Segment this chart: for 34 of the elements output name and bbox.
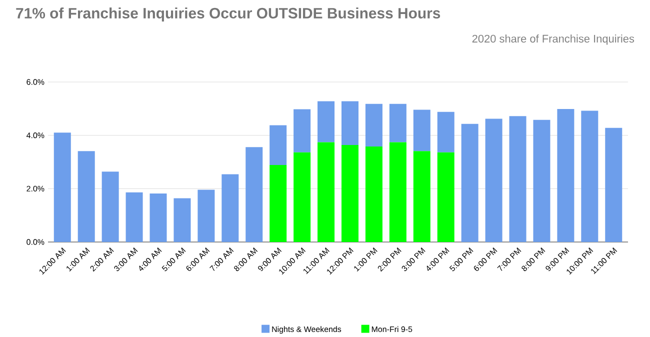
bar — [413, 110, 430, 152]
bar — [461, 124, 478, 242]
bar — [365, 146, 382, 242]
bar — [150, 193, 167, 242]
bar — [605, 128, 622, 242]
bar — [222, 174, 239, 242]
bar — [581, 110, 598, 242]
bar — [437, 112, 454, 152]
bar — [102, 172, 119, 242]
bar — [389, 142, 406, 242]
bar — [246, 147, 263, 242]
bar — [533, 120, 550, 242]
bar — [270, 164, 287, 242]
chart-subtitle: 2020 share of Franchise Inquiries — [472, 34, 634, 45]
bar — [485, 118, 502, 242]
bar — [437, 152, 454, 242]
bar — [557, 108, 574, 242]
bar — [78, 151, 95, 242]
bar — [341, 144, 358, 242]
bar — [389, 104, 406, 142]
bar — [413, 151, 430, 242]
bar — [318, 101, 335, 142]
bar — [509, 116, 526, 242]
bar — [270, 125, 287, 165]
bar — [198, 190, 215, 242]
bar — [365, 104, 382, 147]
bar — [341, 101, 358, 145]
chart-title: 71% of Franchise Inquiries Occur OUTSIDE Business Hours — [16, 8, 440, 22]
bar — [126, 192, 143, 242]
bar — [294, 109, 311, 152]
bar — [294, 152, 311, 242]
bar — [318, 142, 335, 242]
bar — [174, 198, 191, 242]
bar — [54, 132, 71, 242]
